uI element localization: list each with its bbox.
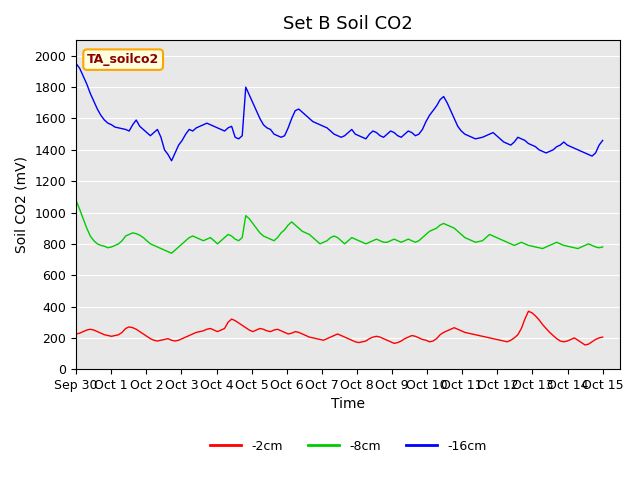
-8cm: [284, 222, 292, 228]
-2cm: [72, 331, 80, 337]
-2cm: [348, 337, 356, 343]
-16cm: [440, 94, 447, 99]
-16cm: [599, 138, 607, 144]
-8cm: [511, 242, 518, 248]
-8cm: [599, 244, 607, 250]
-2cm: [507, 337, 515, 343]
-16cm: [72, 61, 80, 67]
-8cm: [72, 198, 80, 204]
-2cm: [436, 332, 444, 337]
-8cm: [440, 221, 447, 227]
-16cm: [168, 158, 175, 164]
-8cm: [372, 236, 380, 242]
-2cm: [581, 342, 589, 348]
Title: Set B Soil CO2: Set B Soil CO2: [284, 15, 413, 33]
-2cm: [369, 334, 377, 340]
-16cm: [511, 139, 518, 145]
-2cm: [525, 308, 532, 314]
Y-axis label: Soil CO2 (mV): Soil CO2 (mV): [15, 156, 29, 253]
-16cm: [249, 100, 257, 106]
-8cm: [249, 221, 257, 227]
Legend: -2cm, -8cm, -16cm: -2cm, -8cm, -16cm: [205, 435, 492, 458]
-8cm: [168, 251, 175, 256]
Line: -8cm: -8cm: [76, 201, 603, 253]
Text: TA_soilco2: TA_soilco2: [87, 53, 159, 66]
-8cm: [351, 236, 359, 242]
-2cm: [599, 334, 607, 340]
Line: -2cm: -2cm: [76, 311, 603, 345]
Line: -16cm: -16cm: [76, 64, 603, 161]
-2cm: [281, 329, 289, 335]
-16cm: [372, 130, 380, 135]
-16cm: [284, 125, 292, 131]
-2cm: [246, 327, 253, 333]
-16cm: [351, 131, 359, 137]
X-axis label: Time: Time: [331, 397, 365, 411]
